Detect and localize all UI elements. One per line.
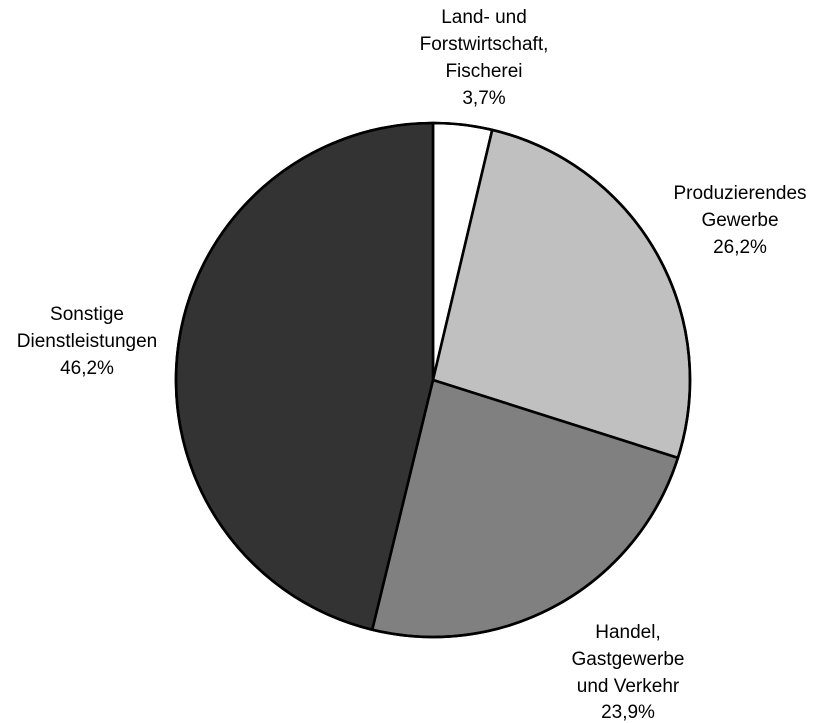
slice-label-land-und-forstwirtschaft: Land- und Forstwirtschaft, Fischerei 3,7… — [420, 7, 549, 109]
label-line: Land- und — [441, 7, 527, 28]
label-line: und Verkehr — [577, 676, 680, 697]
label-line: Produzierendes — [673, 183, 806, 204]
label-line: Gewerbe — [701, 210, 778, 231]
label-line: Dienstleistungen — [17, 331, 157, 352]
value-label: 46,2% — [60, 358, 114, 379]
label-line: Fischerei — [445, 61, 522, 82]
label-line: Forstwirtschaft, — [420, 34, 549, 55]
value-label: 23,9% — [601, 702, 655, 723]
pie-outline — [174, 121, 692, 639]
slice-label-handel-gastgewerbe-verkehr: Handel, Gastgewerbe und Verkehr 23,9% — [571, 622, 684, 723]
slice-label-produzierendes-gewerbe: Produzierendes Gewerbe 26,2% — [673, 183, 806, 258]
value-label: 26,2% — [713, 237, 767, 258]
label-line: Sonstige — [50, 304, 124, 325]
label-line: Handel, — [595, 622, 661, 643]
slice-label-sonstige-dienstleistungen: Sonstige Dienstleistungen 46,2% — [17, 304, 157, 379]
label-line: Gastgewerbe — [571, 649, 684, 670]
pie-slices — [174, 121, 692, 639]
value-label: 3,7% — [462, 88, 505, 109]
